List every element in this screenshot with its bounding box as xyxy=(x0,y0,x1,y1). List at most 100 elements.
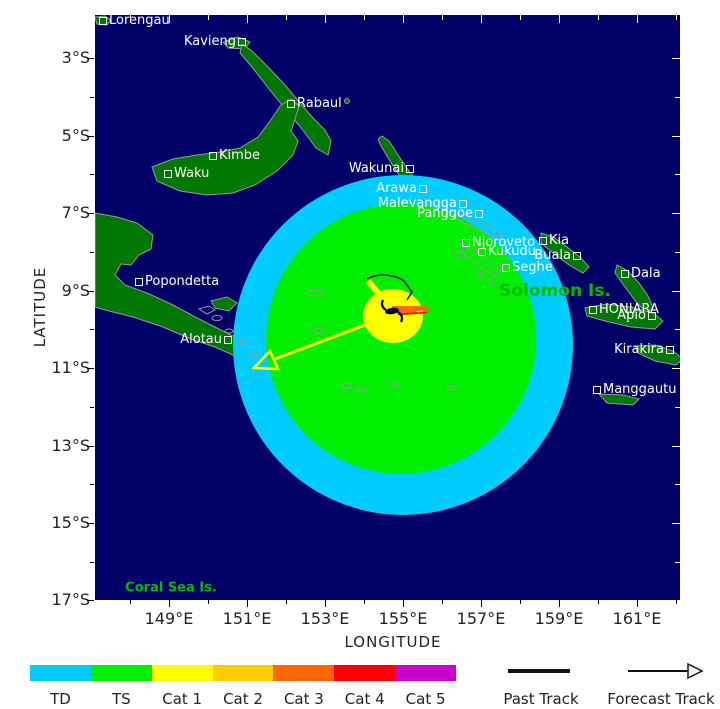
y-tick-label: 9°S xyxy=(61,281,90,300)
x-tick-major xyxy=(637,600,638,607)
place-marker-icon xyxy=(573,252,581,260)
place-label: Buala xyxy=(534,248,571,263)
x-tick-label: 159°E xyxy=(534,609,584,628)
intensity-legend: TD TS Cat 1 Cat 2 Cat 3 Cat 4 Cat 5 xyxy=(30,665,457,708)
place-marker-icon xyxy=(648,312,656,320)
legend-label: TS xyxy=(111,690,131,708)
place-label: Kia xyxy=(549,233,570,248)
legend-item-cat-2: Cat 2 xyxy=(212,665,274,708)
y-tick-label: 3°S xyxy=(61,48,90,67)
ring-cat1 xyxy=(363,289,423,343)
x-tick-minor xyxy=(286,600,287,604)
right-tick xyxy=(672,446,680,447)
legend-swatch xyxy=(212,665,274,681)
x-tick-minor xyxy=(520,600,521,604)
place-label: Apio xyxy=(617,308,646,323)
legend-swatch xyxy=(273,665,335,681)
y-tick-minor xyxy=(90,252,94,253)
x-tick-minor xyxy=(364,600,365,604)
forecast-arrowhead-icon xyxy=(251,348,280,371)
land-new-britain xyxy=(151,98,300,196)
place-label: Alotau xyxy=(180,332,222,347)
legend-item-ts: TS xyxy=(90,665,152,708)
place-label: Seghe xyxy=(512,260,553,275)
y-tick-major xyxy=(87,291,94,292)
top-tick xyxy=(247,15,248,23)
x-tick-minor xyxy=(130,600,131,604)
land-png-mainland xyxy=(95,212,259,361)
legend-swatch xyxy=(90,665,152,681)
region-label: Solomon Is. xyxy=(499,281,611,301)
place-marker-icon xyxy=(419,185,427,193)
top-tick xyxy=(208,15,209,20)
place-apio: Apio xyxy=(616,309,656,323)
place-lorengau: Lorengau xyxy=(99,15,171,28)
x-tick-minor xyxy=(676,600,677,604)
y-tick-minor xyxy=(90,97,94,98)
x-tick-label: 161°E xyxy=(612,609,662,628)
right-tick xyxy=(672,58,680,59)
x-tick-label: 149°E xyxy=(144,609,194,628)
forecast-track-arrow-icon xyxy=(687,662,704,680)
place-buala: Buala xyxy=(533,249,581,263)
legend-item-cat-4: Cat 4 xyxy=(334,665,396,708)
place-arawa: Arawa xyxy=(375,182,427,196)
place-kirakira: Kirakira xyxy=(613,343,674,357)
map-canvas: Lorengau Kavieng Rabaul Kimbe Waku Wakunai Ara… xyxy=(95,15,680,600)
legend-label: Cat 1 xyxy=(162,690,203,708)
place-marker-icon xyxy=(164,170,172,178)
past-track-red-edge xyxy=(397,311,428,316)
place-marker-icon xyxy=(621,270,629,278)
place-marker-icon xyxy=(589,306,597,314)
past-track-cat1-segment xyxy=(365,279,396,313)
place-label: Waku xyxy=(174,166,210,181)
forecast-track-label: Forecast Track xyxy=(607,690,715,708)
top-tick xyxy=(598,15,599,20)
legend-swatch xyxy=(395,665,457,681)
reef-outlines xyxy=(197,206,506,393)
y-tick-major xyxy=(87,600,94,601)
right-tick xyxy=(672,523,680,524)
top-tick xyxy=(520,15,521,20)
x-tick-major xyxy=(169,600,170,607)
place-marker-icon xyxy=(287,100,295,108)
top-tick xyxy=(676,15,677,20)
place-marker-icon xyxy=(99,17,107,25)
x-tick-major xyxy=(559,600,560,607)
place-label: Malevangga xyxy=(377,196,457,211)
place-label: Popondetta xyxy=(145,274,220,289)
y-tick-minor xyxy=(90,484,94,485)
x-tick-major xyxy=(325,600,326,607)
y-tick-minor xyxy=(90,329,94,330)
y-tick-major xyxy=(87,58,94,59)
legend-item-cat-5: Cat 5 xyxy=(395,665,457,708)
past-track-cat3-segment xyxy=(392,306,432,314)
land-rennell xyxy=(597,393,640,406)
y-axis-title: LATITUDE xyxy=(31,266,49,348)
right-tick xyxy=(675,484,680,485)
land-santa-isabel xyxy=(540,232,590,274)
place-panggoe: Panggoe xyxy=(416,207,483,221)
place-marker-icon xyxy=(539,237,547,245)
place-marker-icon xyxy=(209,152,217,160)
place-label: Arawa xyxy=(376,181,417,196)
map-graphics xyxy=(95,15,680,515)
legend-swatch xyxy=(151,665,213,681)
land-guadalcanal xyxy=(584,303,664,330)
right-tick xyxy=(675,407,680,408)
place-dala: Dala xyxy=(621,267,662,281)
place-wakunai: Wakunai xyxy=(348,162,414,176)
top-tick xyxy=(130,15,131,20)
legend-item-cat-1: Cat 1 xyxy=(151,665,213,708)
x-tick-minor xyxy=(442,600,443,604)
place-marker-icon xyxy=(135,278,143,286)
place-marker-icon xyxy=(462,239,470,247)
y-tick-minor xyxy=(90,562,94,563)
y-tick-major xyxy=(87,368,94,369)
place-marker-icon xyxy=(593,386,601,394)
y-tick-label: 5°S xyxy=(61,126,90,145)
x-tick-minor xyxy=(598,600,599,604)
legend-swatch xyxy=(30,665,91,681)
legend-label: Cat 2 xyxy=(223,690,263,708)
